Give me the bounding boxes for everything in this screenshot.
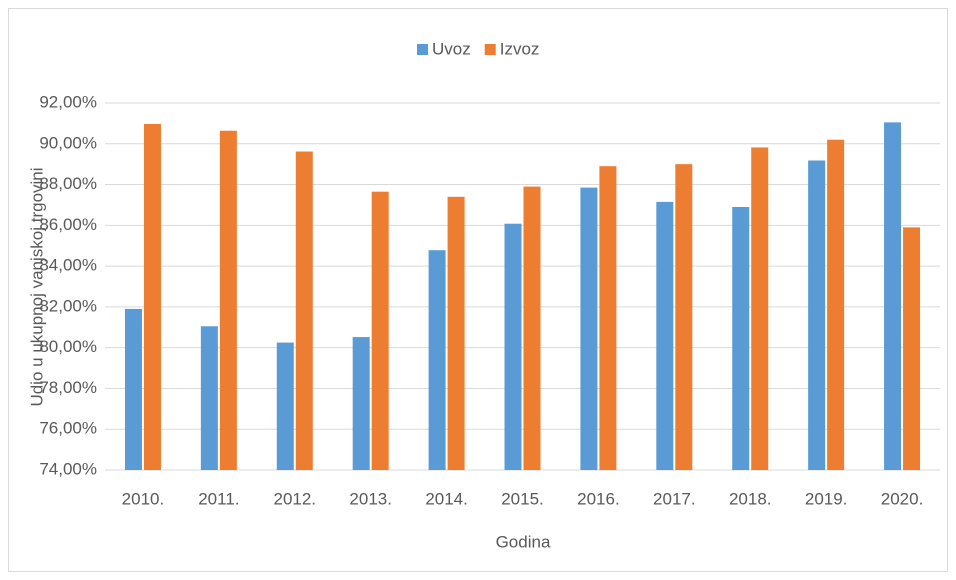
y-tick-label: 88,00% — [39, 174, 97, 193]
x-tick-label: 2011. — [198, 489, 239, 508]
bar — [732, 206, 750, 470]
legend-swatch — [484, 44, 496, 55]
x-tick-label: 2019. — [805, 489, 848, 508]
bar — [827, 139, 845, 470]
y-tick-label: 78,00% — [39, 378, 97, 397]
chart-border — [8, 8, 948, 572]
y-tick-label: 76,00% — [39, 419, 97, 438]
legend-label: Izvoz — [500, 39, 540, 58]
y-tick-label: 86,00% — [39, 215, 97, 234]
bar — [884, 122, 902, 470]
legend-label: Uvoz — [432, 39, 471, 58]
x-tick-label: 2015. — [501, 489, 544, 508]
x-axis-title: Godina — [496, 532, 551, 551]
x-tick-label: 2017. — [653, 489, 696, 508]
x-tick-label: 2016. — [577, 489, 620, 508]
y-axis-title: Udio u ukupnoj vanjskoj trgovini — [27, 167, 46, 406]
legend-swatch — [417, 44, 428, 55]
bar — [124, 308, 142, 470]
bar — [447, 196, 465, 471]
y-tick-label: 92,00% — [39, 92, 97, 111]
bar — [219, 130, 237, 470]
x-tick-label: 2018. — [729, 489, 772, 508]
bar — [675, 164, 693, 470]
bar — [200, 326, 218, 470]
y-tick-label: 90,00% — [39, 133, 97, 152]
bar — [656, 201, 674, 470]
bar — [428, 250, 446, 470]
bar — [143, 124, 161, 471]
bar — [751, 147, 769, 470]
x-tick-label: 2012. — [273, 489, 316, 508]
bar — [580, 187, 598, 470]
bar — [352, 337, 370, 470]
bar — [599, 166, 617, 470]
bar — [523, 186, 541, 470]
bar — [903, 227, 921, 470]
bar — [295, 151, 313, 470]
x-tick-label: 2013. — [349, 489, 392, 508]
x-tick-label: 2020. — [881, 489, 924, 508]
x-tick-label: 2010. — [122, 489, 165, 508]
y-tick-label: 82,00% — [39, 296, 97, 315]
bar — [504, 223, 522, 470]
bar — [276, 342, 294, 470]
y-tick-label: 84,00% — [39, 256, 97, 275]
bar — [371, 191, 389, 471]
y-tick-label: 80,00% — [39, 337, 97, 356]
bar — [808, 160, 826, 470]
x-tick-label: 2014. — [425, 489, 468, 508]
y-tick-label: 74,00% — [39, 459, 97, 478]
